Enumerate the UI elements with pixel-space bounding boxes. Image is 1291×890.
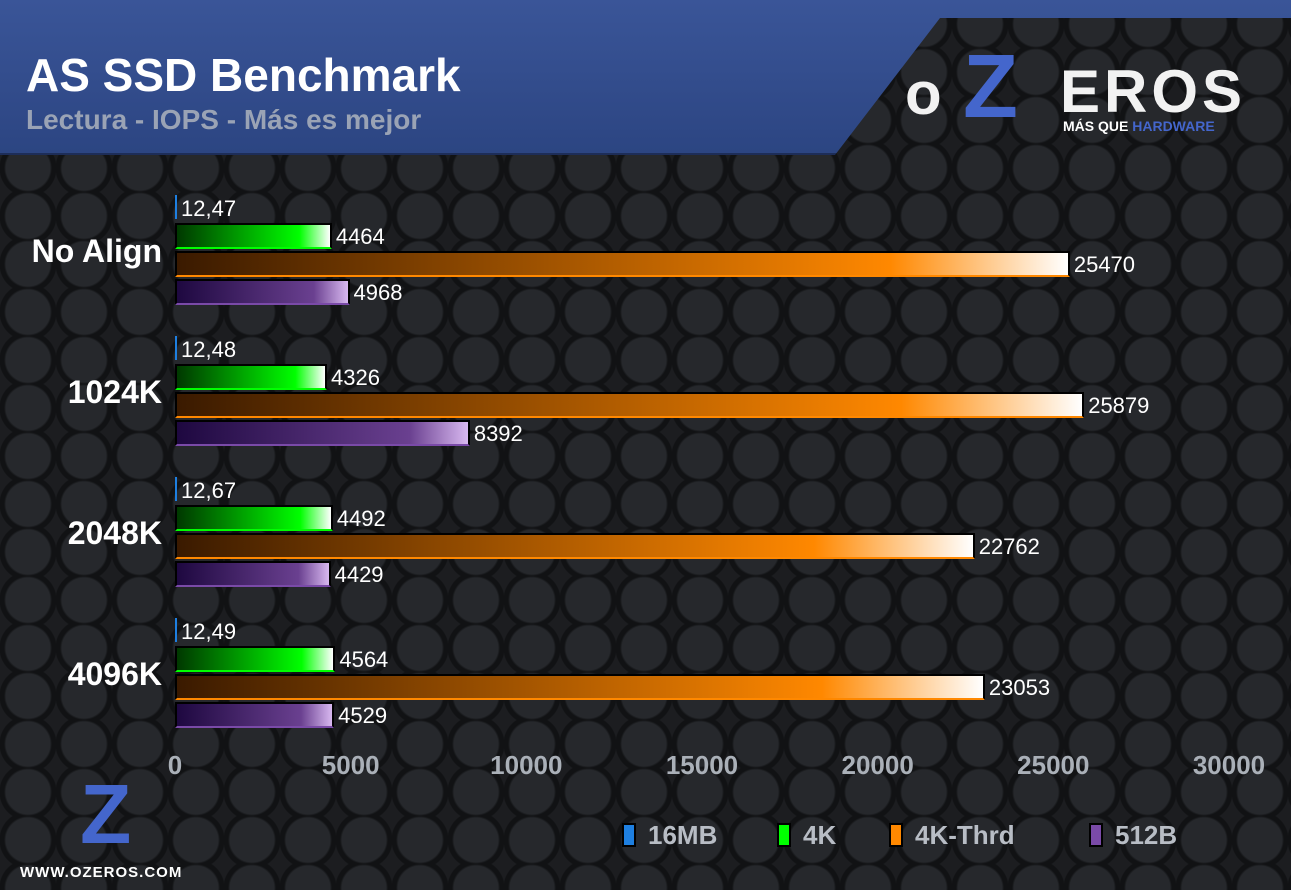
data-label: 22762: [978, 534, 1040, 559]
data-label: 4429: [334, 562, 384, 587]
small-logo-z: Z: [80, 767, 132, 861]
bar-4k-thrd: [175, 251, 1070, 277]
category-label: 4096K: [67, 656, 162, 692]
data-label: 4492: [336, 506, 386, 531]
data-label: 4564: [339, 647, 389, 672]
category-label: No Align: [31, 233, 162, 269]
legend-label: 4K: [803, 820, 837, 850]
data-label: 25879: [1088, 393, 1150, 418]
data-label: 4326: [330, 365, 380, 390]
bar-4k-thrd: [175, 392, 1085, 418]
data-label: 23053: [988, 675, 1051, 700]
bar-16mb: [175, 477, 177, 501]
bar-512b: [175, 279, 350, 305]
bar-512b: [175, 561, 331, 587]
legend-item: 4K: [777, 820, 836, 850]
legend-swatch: [622, 823, 636, 847]
category-label: 2048K: [67, 515, 162, 551]
bar-512b: [175, 420, 470, 446]
bar-512b: [175, 702, 335, 728]
x-tick-label: 30000: [1192, 750, 1266, 780]
ozeros-logo: o Z EROS MÁS QUE HARDWARE: [905, 37, 1280, 137]
x-tick-label: 15000: [665, 750, 739, 780]
bar-16mb: [175, 618, 177, 642]
chart-subtitle: Lectura - IOPS - Más es mejor: [26, 104, 422, 135]
data-label: 8392: [473, 421, 523, 446]
data-label: 12,48: [181, 337, 237, 362]
data-label: 4968: [353, 280, 403, 305]
legend-swatch: [1089, 823, 1103, 847]
category-label: 1024K: [67, 374, 162, 410]
bar-4k: [175, 364, 327, 390]
legend-label: 512B: [1115, 820, 1178, 850]
logo-z: Z: [963, 37, 1018, 137]
bar-4k: [175, 505, 333, 531]
bar-4k-thrd: [175, 674, 985, 700]
logo-eros: EROS: [1060, 58, 1247, 125]
legend-swatch: [889, 823, 903, 847]
ozeros-small-logo: Z WWW.OZEROS.COM: [20, 767, 240, 888]
bar-16mb: [175, 195, 177, 219]
x-tick-label: 20000: [841, 750, 914, 780]
logo-o: o: [905, 60, 944, 127]
x-tick-label: 0: [167, 750, 183, 780]
bar-4k-thrd: [175, 533, 975, 559]
x-tick-label: 10000: [490, 750, 563, 780]
bar-16mb: [175, 336, 177, 360]
legend-item: 512B: [1089, 820, 1177, 850]
bar-4k: [175, 223, 332, 249]
legend-item: 16MB: [622, 820, 717, 850]
data-label: 12,47: [181, 196, 237, 221]
legend-swatch: [777, 823, 791, 847]
data-label: 12,49: [181, 619, 237, 644]
chart-title: AS SSD Benchmark: [26, 49, 461, 101]
x-tick-label: 25000: [1017, 750, 1090, 780]
data-label: 4464: [335, 224, 385, 249]
x-tick-label: 5000: [321, 750, 380, 780]
website-url: WWW.OZEROS.COM: [20, 864, 183, 881]
bar-4k: [175, 646, 336, 672]
data-label: 4529: [338, 703, 388, 728]
logo-tagline: MÁS QUE HARDWARE: [1063, 118, 1215, 134]
legend-label: 16MB: [648, 820, 718, 850]
legend-label: 4K-Thrd: [915, 820, 1015, 850]
legend-item: 4K-Thrd: [889, 820, 1015, 850]
data-label: 25470: [1073, 252, 1136, 277]
data-label: 12,67: [181, 478, 237, 503]
